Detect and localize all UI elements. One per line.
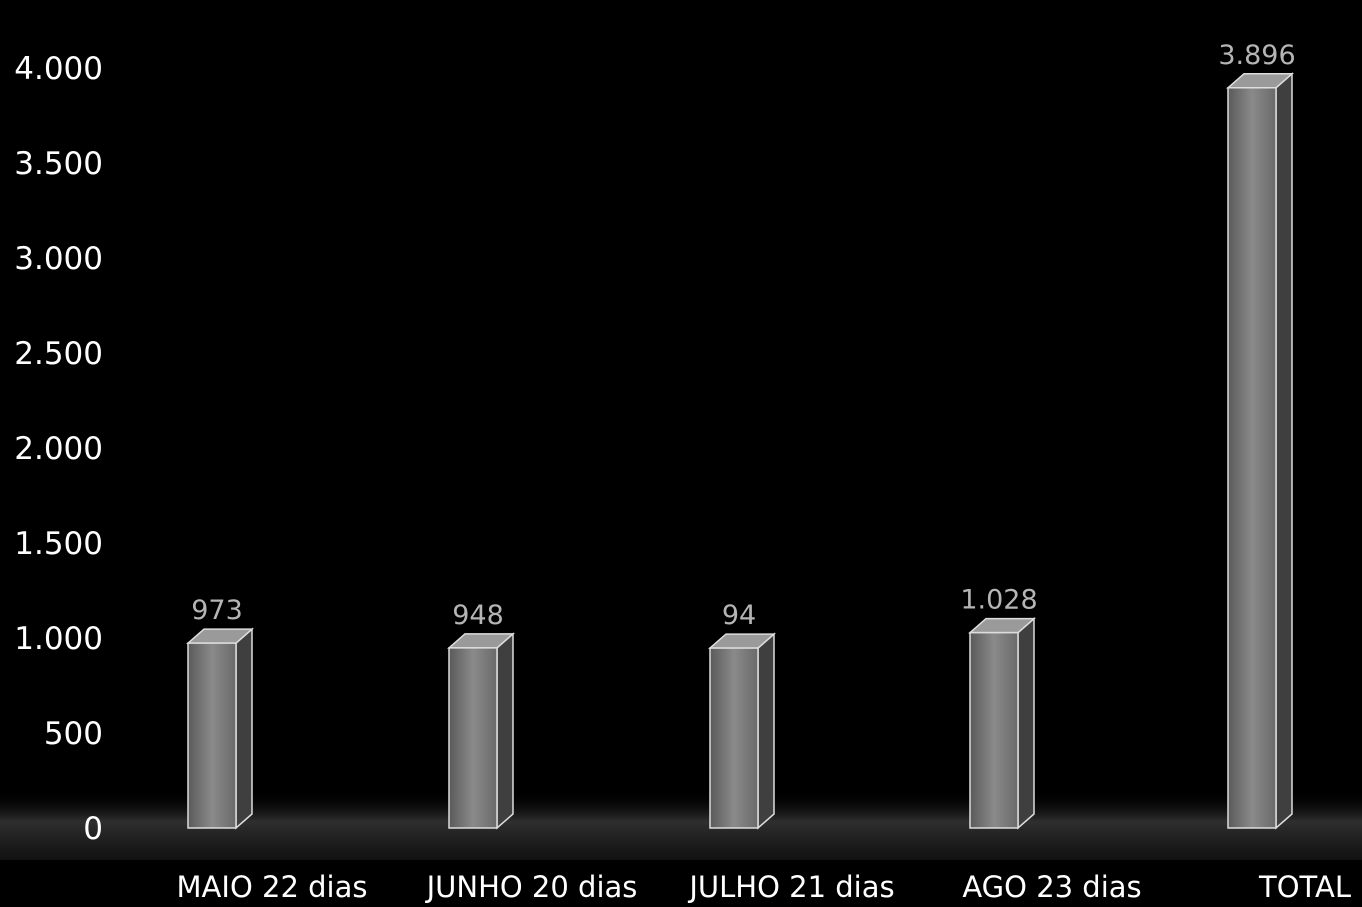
bar	[708, 632, 776, 830]
y-tick-label: 500	[44, 716, 103, 752]
x-category-label: JULHO 21 dias	[687, 870, 894, 904]
bar	[1226, 72, 1294, 830]
data-label: 3.896	[1218, 40, 1295, 71]
y-tick-label: 1.500	[14, 526, 103, 562]
bar	[968, 617, 1036, 830]
y-tick-label: 3.000	[14, 241, 103, 277]
x-category-label: AGO 23 dias	[962, 870, 1141, 904]
x-axis: MAIO 22 dias JUNHO 20 dias JULHO 21 dias AG…	[177, 870, 1351, 904]
bar-side	[496, 632, 514, 830]
data-label: 948	[452, 600, 504, 631]
bar	[447, 632, 515, 830]
bar-front	[969, 631, 1019, 829]
x-category-label: MAIO 22 dias	[177, 870, 368, 904]
bar-side	[235, 627, 253, 830]
bar-front	[448, 647, 498, 829]
y-axis: 0 500 1.000 1.500 2.000 2.500 3.000 3.500 4.000	[14, 51, 103, 847]
data-labels: 973 948 94 1.028 3.896	[191, 40, 1295, 631]
bar-front	[187, 642, 237, 829]
bar-side	[1275, 72, 1293, 830]
y-tick-label: 3.500	[14, 146, 103, 182]
data-label: 1.028	[960, 585, 1037, 616]
bar-front	[1227, 87, 1277, 829]
x-category-label: JUNHO 20 dias	[425, 870, 638, 904]
bar-side	[1017, 617, 1035, 830]
bars	[186, 72, 1294, 830]
bar-front	[709, 647, 759, 829]
y-tick-label: 4.000	[14, 51, 103, 87]
y-tick-label: 0	[83, 811, 103, 847]
y-tick-label: 1.000	[14, 621, 103, 657]
data-label: 973	[191, 595, 243, 626]
x-category-label: TOTAL	[1258, 870, 1351, 904]
data-label: 94	[722, 600, 756, 631]
bar	[186, 627, 254, 830]
y-tick-label: 2.500	[14, 336, 103, 372]
y-tick-label: 2.000	[14, 431, 103, 467]
bar-side	[757, 632, 775, 830]
